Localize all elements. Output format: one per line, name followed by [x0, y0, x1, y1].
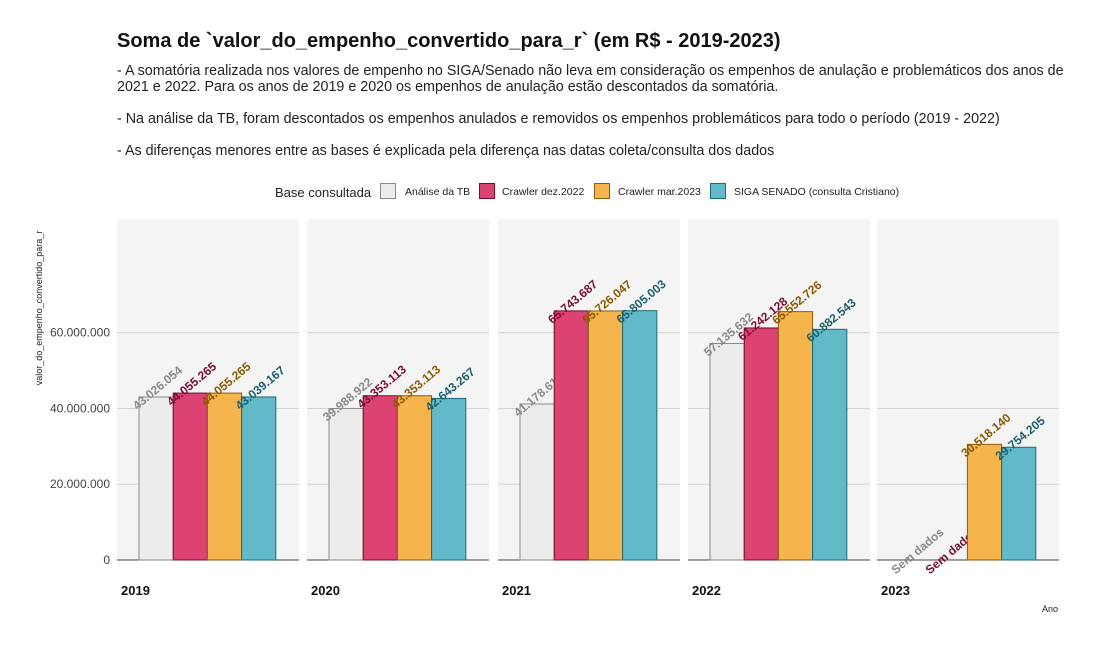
bar-2021-series-0 — [519, 403, 555, 561]
bar-2021-series-1 — [553, 310, 589, 561]
subtitle-line-3: - As diferenças menores entre as bases é… — [117, 143, 775, 159]
legend-key-crawler-dez — [479, 183, 495, 199]
bar-2021-series-3 — [622, 310, 658, 561]
facet-label-2022: 2022 — [692, 583, 721, 598]
legend-key-crawler-mar — [594, 183, 610, 199]
facet-label-2019: 2019 — [121, 583, 150, 598]
y-tick-label: 40.000.000 — [50, 401, 110, 415]
legend-key-siga-senado — [710, 183, 726, 199]
legend-label-crawler-dez: Crawler dez.2022 — [502, 186, 585, 198]
facet-label-2021: 2021 — [502, 583, 531, 598]
facet-label-2020: 2020 — [311, 583, 340, 598]
bar-2019-series-3 — [241, 396, 277, 561]
legend-title: Base consultada — [275, 185, 372, 200]
x-axis-label: Ano — [1042, 604, 1058, 614]
bar-2020-series-2 — [396, 395, 433, 561]
subtitle-line-1: - A somatória realizada nos valores de e… — [117, 63, 1064, 95]
y-tick-label: 60.000.000 — [50, 326, 110, 340]
legend-label-siga-senado: SIGA SENADO (consulta Cristiano) — [734, 186, 900, 198]
facet-label-2023: 2023 — [881, 583, 910, 598]
bar-2023-series-2 — [966, 443, 1003, 561]
bar-2022-series-0 — [709, 343, 745, 561]
y-tick-label: 0 — [103, 553, 110, 567]
bar-2022-series-2 — [777, 311, 814, 561]
bar-2022-series-3 — [812, 328, 848, 561]
bar-2020-series-3 — [431, 397, 467, 561]
bar-2019-series-0 — [138, 396, 174, 561]
bar-2022-series-1 — [743, 327, 779, 561]
bar-2023-series-3 — [1001, 446, 1037, 561]
subtitle-line-2: - Na análise da TB, foram descontados os… — [117, 111, 1000, 127]
bar-2019-series-2 — [206, 392, 243, 561]
bar-2020-series-0 — [328, 407, 364, 561]
bar-2020-series-1 — [362, 395, 398, 561]
legend: Base consultada Análise da TB Crawler de… — [0, 182, 1093, 202]
bar-2021-series-2 — [587, 310, 624, 561]
legend-key-analise-tb — [380, 183, 396, 199]
y-axis-label: valor_do_empenho_convertido_para_r — [34, 231, 44, 386]
bar-2019-series-1 — [172, 392, 208, 561]
legend-label-analise-tb: Análise da TB — [405, 186, 471, 198]
chart-title: Soma de `valor_do_empenho_convertido_par… — [117, 30, 781, 52]
legend-label-crawler-mar: Crawler mar.2023 — [618, 186, 701, 198]
y-tick-label: 20.000.000 — [50, 477, 110, 491]
